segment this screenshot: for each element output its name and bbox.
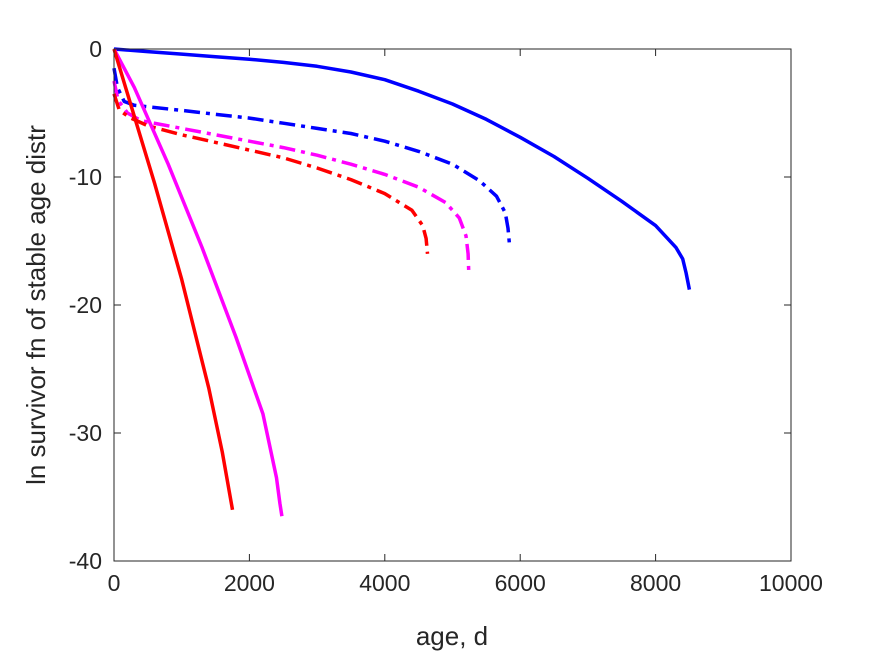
y-tick-label: -20 [69,292,102,318]
y-tick-label: -40 [69,548,102,574]
series-line-6 [112,48,235,511]
y-tick-label: 0 [89,36,102,62]
x-tick-label: 0 [108,570,121,596]
series-line-1 [113,47,692,290]
x-tick-label: 2000 [224,570,275,596]
x-axis-label: age, d [416,621,488,651]
x-axis-ticks: 0 2000 4000 6000 8000 10000 [108,49,823,596]
y-axis-label: ln survivor fn of stable age distr [21,125,51,485]
x-tick-label: 8000 [630,570,681,596]
y-tick-label: -30 [69,420,102,446]
x-tick-label: 4000 [359,570,410,596]
plot-area [114,49,791,561]
x-tick-label: 10000 [759,570,823,596]
x-tick-label: 6000 [495,570,546,596]
y-axis-ticks: -40 -30 -20 -10 0 [69,36,791,574]
series-line-2 [112,67,512,244]
series-line-5 [112,48,284,517]
y-tick-label: -10 [69,164,102,190]
series-layer [112,47,692,517]
